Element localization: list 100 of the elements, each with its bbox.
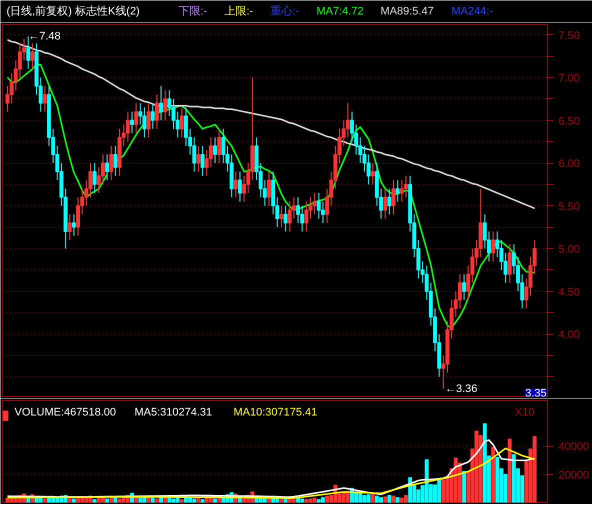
line-series	[6, 39, 536, 210]
bar	[14, 498, 18, 502]
y-tick-label: 4.00	[558, 329, 580, 342]
bar	[105, 498, 110, 502]
candlestick	[387, 188, 392, 215]
candlestick	[304, 201, 308, 232]
bar	[433, 484, 437, 502]
annotation: ←3.36	[444, 382, 478, 395]
candlestick	[213, 136, 217, 164]
legend-label: VOLUME:467518.00	[14, 406, 116, 418]
annotation: X10	[514, 406, 535, 418]
candlestick	[234, 171, 238, 198]
bar	[366, 494, 371, 502]
candlestick	[383, 188, 388, 220]
bar	[482, 423, 487, 502]
bar	[84, 498, 88, 502]
text: 重心:-	[270, 4, 300, 18]
candlestick	[30, 42, 34, 70]
candlestick	[396, 180, 400, 202]
bar	[142, 497, 146, 502]
bar	[192, 498, 196, 502]
candlestick	[346, 102, 350, 138]
candlestick	[192, 136, 196, 172]
bar	[325, 496, 330, 502]
candlestick	[284, 205, 288, 232]
bar	[271, 498, 276, 502]
bar	[92, 499, 97, 502]
bar	[213, 498, 217, 502]
candlestick	[200, 145, 205, 176]
candlestick	[42, 86, 47, 112]
chart-title: (日线,前复权) 标志性K线(2)	[6, 4, 140, 18]
candlestick	[404, 175, 408, 198]
bar	[167, 498, 172, 502]
candlestick	[288, 201, 292, 232]
bar	[495, 456, 500, 502]
bar	[400, 498, 404, 502]
candlestick	[316, 192, 321, 220]
candlestick	[92, 162, 97, 194]
bar	[358, 492, 362, 502]
bar	[387, 494, 392, 502]
y-tick-label: 4.50	[558, 286, 580, 298]
bar	[392, 496, 396, 502]
bar	[109, 498, 114, 502]
bar	[217, 498, 222, 502]
bar	[379, 497, 384, 502]
bar	[491, 447, 496, 502]
bar	[42, 498, 47, 502]
y-tick-label: 20000	[558, 469, 590, 482]
candlestick	[238, 171, 242, 202]
candlestick	[150, 102, 155, 130]
y-tick-label: 6.50	[558, 115, 580, 128]
bar	[462, 471, 466, 502]
bar	[532, 436, 537, 502]
candlestick	[113, 145, 118, 176]
bar	[72, 498, 76, 502]
y-tick-label: 6.00	[558, 158, 580, 170]
candlestick	[146, 102, 151, 138]
candlestick	[204, 150, 209, 176]
bar	[396, 497, 400, 502]
candlestick	[370, 162, 375, 185]
candlestick	[109, 145, 114, 181]
bar	[474, 430, 478, 502]
text: MA89:5.47	[380, 6, 434, 18]
candlestick	[26, 36, 30, 70]
bar	[184, 498, 188, 502]
candlestick	[400, 180, 404, 202]
bar	[96, 498, 101, 502]
bar	[258, 498, 263, 502]
bar	[478, 434, 483, 502]
candlestick	[126, 111, 130, 142]
bar	[172, 498, 176, 502]
candlestick	[142, 106, 146, 138]
bar	[342, 492, 346, 502]
text: 上限:-	[224, 4, 254, 18]
candlestick	[105, 154, 110, 181]
bar	[34, 498, 38, 502]
bar	[416, 489, 420, 502]
text: MA7:4.72	[316, 6, 364, 18]
bar	[437, 478, 442, 502]
line-series	[6, 439, 536, 498]
y-tick-label: 7.00	[558, 72, 580, 85]
bar	[68, 498, 72, 502]
y-tick-label: 7.50	[558, 30, 580, 42]
bar	[320, 497, 325, 502]
bar	[180, 499, 184, 502]
bar	[312, 498, 317, 502]
candlestick	[159, 86, 164, 121]
bar	[150, 498, 155, 502]
bar	[55, 498, 60, 502]
candlestick	[196, 145, 200, 172]
bar	[200, 499, 205, 502]
candlestick	[154, 94, 159, 130]
bar	[374, 496, 379, 502]
bar	[512, 454, 516, 502]
bar	[292, 499, 296, 502]
text: 下限:-	[178, 6, 208, 18]
candlestick	[180, 106, 184, 138]
bar	[267, 498, 271, 502]
bar	[154, 498, 159, 502]
candlestick	[68, 214, 72, 241]
